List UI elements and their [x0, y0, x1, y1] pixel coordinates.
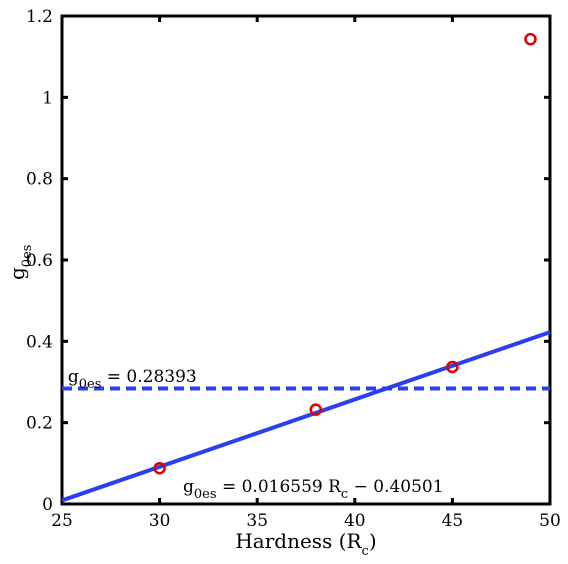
- mean-annotation: g0es = 0.28393: [68, 367, 197, 392]
- x-tick-label: 40: [344, 511, 366, 531]
- x-tick-label: 50: [539, 511, 561, 531]
- x-tick-label: 30: [149, 511, 171, 531]
- y-axis-label: g0es: [5, 245, 35, 280]
- x-tick-label: 25: [51, 511, 73, 531]
- data-point: [446, 360, 459, 374]
- y-axis-label-main: g: [5, 267, 29, 280]
- x-tick-label: 45: [442, 511, 464, 531]
- plot-frame: [60, 14, 552, 506]
- y-tick-label: 1.2: [26, 7, 53, 27]
- y-tick-label: 0.2: [26, 414, 53, 434]
- y-axis-label-sub: 0es: [20, 245, 35, 268]
- x-tick-label: 35: [246, 511, 268, 531]
- fit-annotation-prefix: g: [183, 477, 194, 497]
- axis-labels-layer: Hardness (Rc)g0es: [5, 245, 377, 559]
- y-tick-label: 0: [42, 495, 53, 515]
- y-tick-label: 0.6: [26, 251, 53, 271]
- data-point: [153, 461, 166, 475]
- y-tick-label: 1: [42, 88, 53, 108]
- mean-annotation-text: = 0.28393: [101, 367, 196, 387]
- lines-layer: [61, 330, 551, 503]
- y-tick-label: 0.8: [26, 170, 53, 190]
- fit-annotation-sub: 0es: [194, 487, 217, 502]
- fit-annotation-mid: = 0.016559 R: [217, 477, 343, 497]
- x-axis-label-close: ): [369, 529, 377, 553]
- fit-annotation-sub2: c: [341, 487, 348, 502]
- x-axis-label-main: Hardness (R: [235, 529, 362, 553]
- data-point: [524, 32, 537, 46]
- x-axis-label: Hardness (Rc): [235, 529, 376, 559]
- x-axis-label-sub: c: [362, 544, 369, 559]
- points-layer: [153, 32, 537, 475]
- ticks-layer: 25 30 35 40 45 50 0 0.2 0.4 0.6 0.8 1 1.2: [26, 7, 561, 531]
- y-tick-label: 0.4: [26, 332, 53, 352]
- mean-annotation-prefix: g: [68, 367, 79, 387]
- mean-annotation-sub: 0es: [79, 377, 102, 392]
- fit-annotation-tail: − 0.40501: [348, 477, 443, 497]
- fit-annotation: g0es = 0.016559 Rc − 0.40501: [183, 477, 444, 502]
- data-point: [309, 403, 323, 416]
- fit-line: [61, 330, 551, 503]
